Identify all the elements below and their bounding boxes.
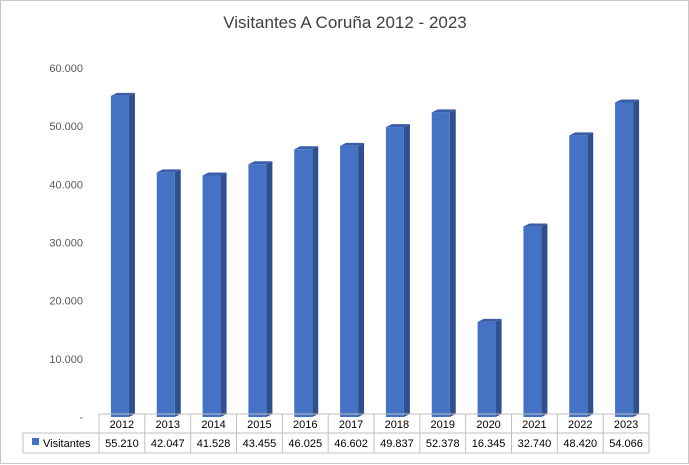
bar-2023 — [615, 99, 640, 417]
bar-side — [174, 169, 181, 417]
bar-top — [294, 146, 319, 150]
bar-front — [615, 102, 634, 417]
bar-side — [312, 146, 319, 418]
bar-front — [156, 172, 175, 417]
bar-front — [523, 226, 542, 417]
chart-title: Visitantes A Coruña 2012 - 2023 — [223, 13, 467, 32]
bar-2013 — [156, 169, 181, 417]
data-label: 43.455 — [243, 438, 277, 450]
bar-2018 — [385, 124, 410, 418]
bar-side — [128, 92, 135, 418]
bar-front — [110, 95, 129, 418]
x-tick-label: 2022 — [568, 419, 592, 431]
bar-side — [449, 109, 456, 418]
bar-side — [403, 124, 410, 418]
bar-top — [523, 223, 548, 227]
bar-2020 — [477, 318, 502, 417]
bar-top — [248, 161, 273, 165]
x-tick-label: 2019 — [431, 419, 455, 431]
y-tick-label: 60.000 — [49, 63, 83, 75]
bar-side — [541, 223, 548, 417]
data-table: Visitantes 2012 55.210 2013 42.047 2014 41.528… — [22, 413, 650, 454]
bar-top — [615, 99, 640, 103]
data-label: 46.602 — [334, 438, 368, 450]
bar-front — [340, 145, 359, 417]
bar-2015 — [248, 161, 273, 417]
data-label: 48.420 — [563, 438, 597, 450]
bar-side — [633, 99, 640, 417]
y-axis: - 10.000 20.000 30.000 40.000 50.000 60.000 — [49, 63, 83, 424]
x-tick-label: 2012 — [110, 419, 134, 431]
bars — [110, 92, 640, 418]
bar-side — [266, 161, 273, 417]
data-label: 46.025 — [288, 438, 322, 450]
series-name: Visitantes — [43, 438, 91, 450]
y-tick-label: 10.000 — [49, 354, 83, 366]
bar-front — [248, 164, 267, 417]
bar-front — [294, 149, 313, 418]
bar-front — [477, 321, 496, 417]
bar-2019 — [431, 109, 456, 418]
data-label: 32.740 — [518, 438, 552, 450]
bar-side — [358, 142, 365, 417]
bar-side — [220, 172, 227, 417]
x-tick-label: 2014 — [201, 419, 225, 431]
bar-front — [431, 112, 450, 418]
bar-top — [431, 109, 456, 113]
bar-top — [110, 92, 135, 96]
bar-top — [569, 132, 594, 136]
bar-2016 — [294, 146, 319, 418]
bar-2012 — [110, 92, 135, 418]
y-tick-label: 30.000 — [49, 238, 83, 250]
x-tick-label: 2020 — [476, 419, 500, 431]
bar-front — [569, 135, 588, 417]
data-label: 52.378 — [426, 438, 460, 450]
data-label: 42.047 — [151, 438, 185, 450]
bar-top — [385, 124, 410, 128]
data-label: 49.837 — [380, 438, 414, 450]
bar-top — [202, 172, 227, 176]
x-tick-label: 2021 — [522, 419, 546, 431]
x-tick-label: 2015 — [247, 419, 271, 431]
data-label: 54.066 — [609, 438, 643, 450]
bar-2017 — [340, 142, 365, 417]
data-label: 55.210 — [105, 438, 139, 450]
bar-top — [156, 169, 181, 173]
data-label: 16.345 — [472, 438, 506, 450]
y-tick-label: - — [79, 412, 83, 424]
bar-front — [202, 175, 221, 417]
bar-2022 — [569, 132, 594, 417]
bar-top — [477, 318, 502, 322]
y-tick-label: 50.000 — [49, 121, 83, 133]
bar-2014 — [202, 172, 227, 417]
legend-swatch — [32, 438, 39, 445]
x-tick-label: 2013 — [156, 419, 180, 431]
x-tick-label: 2017 — [339, 419, 363, 431]
bar-side — [587, 132, 594, 417]
x-tick-label: 2018 — [385, 419, 409, 431]
x-tick-label: 2023 — [614, 419, 638, 431]
bar-side — [495, 318, 502, 417]
data-label: 41.528 — [197, 438, 231, 450]
bar-front — [385, 127, 404, 418]
bar-top — [340, 142, 365, 146]
x-tick-label: 2016 — [293, 419, 317, 431]
y-tick-label: 40.000 — [49, 179, 83, 191]
y-tick-label: 20.000 — [49, 296, 83, 308]
bar-2021 — [523, 223, 548, 417]
